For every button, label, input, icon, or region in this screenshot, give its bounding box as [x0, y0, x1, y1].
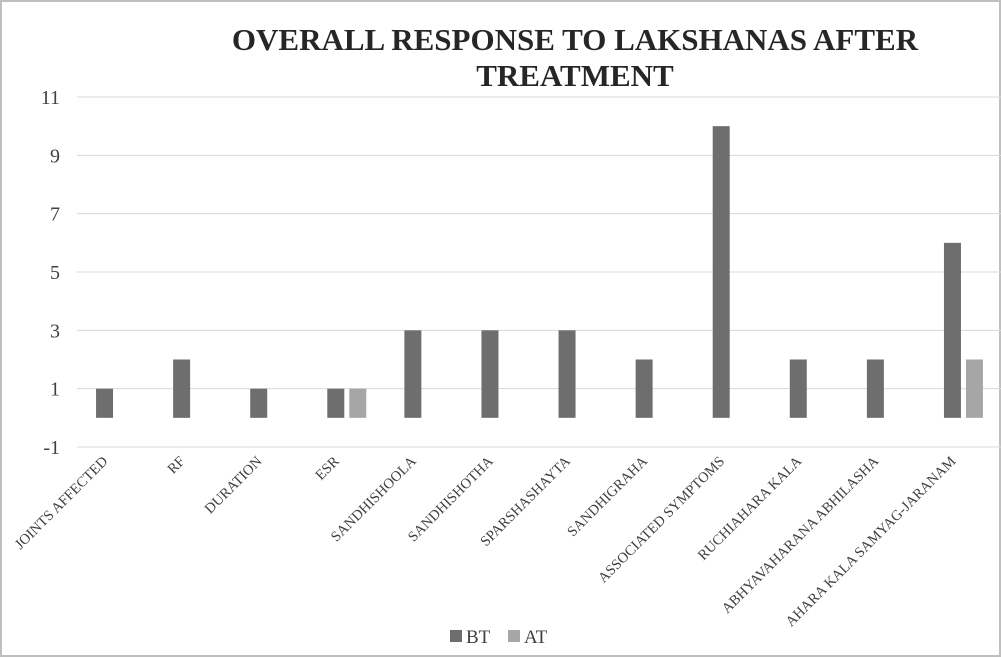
y-tick-label: 9: [50, 145, 60, 167]
legend-label-at: AT: [524, 627, 548, 648]
bar-bt: [404, 330, 422, 418]
legend-label-bt: BT: [466, 627, 491, 648]
x-category-label: ABHYAVAHARANA ABHILASHA: [719, 453, 883, 617]
x-category-label: AHARA KALA SAMYAG-JARANAM: [783, 453, 960, 630]
bar-at: [349, 388, 367, 418]
bar-at: [965, 359, 983, 418]
x-category-label: DURATION: [202, 453, 266, 517]
x-category-label: RF: [165, 454, 189, 478]
bar-bt: [866, 359, 884, 418]
bar-bt: [96, 388, 114, 418]
y-tick-label: -1: [43, 437, 60, 459]
x-category-label: SANDHIGRAHA: [564, 453, 651, 540]
x-category-label: ASSOCIATED SYMPTOMS: [595, 454, 728, 587]
bar-bt: [558, 330, 576, 418]
x-axis-labels: JOINTS AFFECTED RF DURATION ESRSANDHISHOOLA…: [12, 453, 959, 630]
y-tick-label: 1: [50, 379, 60, 401]
bar-bt: [250, 388, 268, 418]
x-category-label: ESR: [313, 453, 343, 483]
y-tick-label: 3: [50, 320, 60, 342]
bar-bt: [327, 388, 345, 418]
legend-swatch-bt: [450, 630, 462, 642]
y-tick-label: 7: [50, 204, 60, 226]
bar-bt: [943, 242, 961, 418]
x-category-label: JOINTS AFFECTED: [12, 454, 111, 553]
bars: [96, 126, 983, 418]
y-tick-label: 5: [50, 262, 60, 284]
bar-bt: [635, 359, 653, 418]
bar-bt: [173, 359, 191, 418]
chart-title: OVERALL RESPONSE TO LAKSHANAS AFTER TREA…: [232, 22, 919, 93]
legend: BT AT: [450, 627, 548, 648]
bar-bt: [712, 126, 730, 418]
legend-swatch-at: [508, 630, 520, 642]
y-axis-ticks: -1 1 3 5 7 9 11: [41, 87, 60, 459]
bar-bt: [789, 359, 807, 418]
y-tick-label: 11: [41, 87, 60, 109]
bar-bt: [481, 330, 499, 418]
gridlines: [77, 96, 1001, 448]
chart-title-line-2: TREATMENT: [476, 58, 674, 93]
chart-title-line-1: OVERALL RESPONSE TO LAKSHANAS AFTER: [232, 22, 919, 57]
